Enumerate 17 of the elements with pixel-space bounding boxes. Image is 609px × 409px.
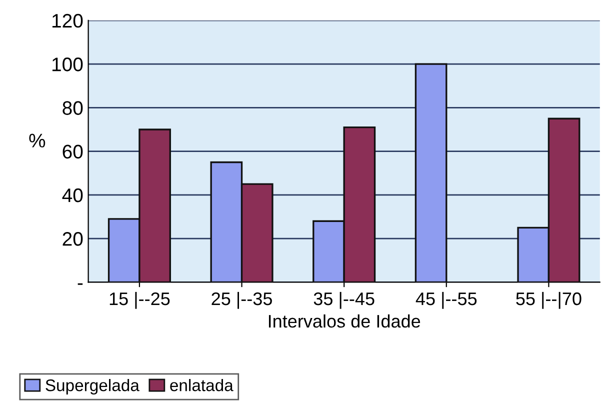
y-tick-label: 20 <box>62 232 83 246</box>
x-tick-label: 25 |--35 <box>212 292 272 309</box>
legend-label: Supergelada <box>46 378 140 395</box>
y-tick-label: 100 <box>52 58 83 72</box>
y-axis-title: % <box>29 134 46 148</box>
legend-label: enlatada <box>170 378 234 392</box>
x-axis-title: Intervalos de Idade <box>268 314 420 328</box>
bar <box>414 63 448 282</box>
x-tick-label: 15 |--25 <box>110 292 170 309</box>
y-tick-label: 120 <box>52 14 83 28</box>
x-tick-label: 35 |--45 <box>314 292 374 309</box>
x-tick-label: 45 |--55 <box>416 292 477 309</box>
y-tick-label: 80 <box>62 101 83 115</box>
y-tick-label: - <box>78 283 83 285</box>
x-tick-label: 55 |--|70 <box>516 292 582 309</box>
y-tick-label: 60 <box>62 144 83 159</box>
y-tick-label: 40 <box>62 188 83 202</box>
